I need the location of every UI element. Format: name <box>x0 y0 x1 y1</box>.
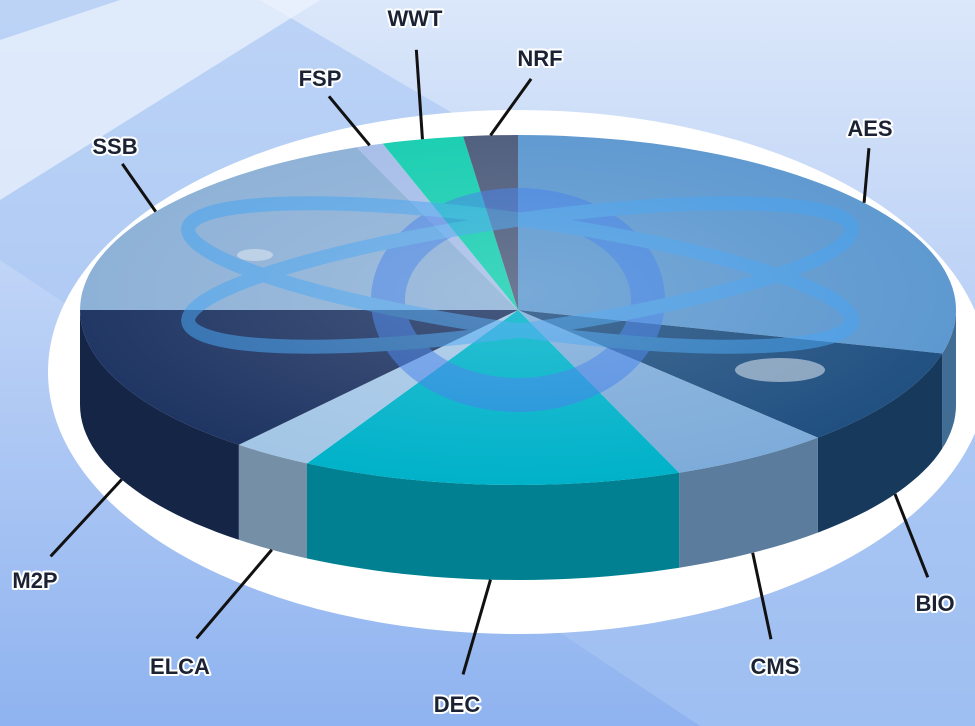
pie-side-shade <box>942 310 956 449</box>
pie-side-shade <box>80 310 239 540</box>
pie-side <box>942 310 956 449</box>
pie-side-shade <box>817 353 943 533</box>
leader-line <box>751 552 773 640</box>
pie-side <box>817 353 943 533</box>
pie-side <box>80 310 239 540</box>
slice-label: CMS <box>751 654 800 679</box>
slice-label: WWT <box>388 6 444 31</box>
slice-label: NRF <box>517 46 562 71</box>
pie-side-shade <box>238 444 307 559</box>
leader-line <box>862 148 871 203</box>
slice-label: BIO <box>915 591 954 616</box>
slice-label: FSP <box>299 66 342 91</box>
slice-label: ELCA <box>150 654 210 679</box>
leader-line <box>195 548 273 640</box>
background-band <box>0 0 320 200</box>
pie-shine <box>80 135 956 485</box>
leader-line <box>461 579 492 675</box>
pie-side-shade <box>307 463 680 580</box>
leader-line <box>327 95 371 147</box>
leader-line <box>489 77 533 137</box>
pie-sides <box>80 310 956 580</box>
leader-line <box>893 493 930 578</box>
leader-line <box>414 49 424 140</box>
leader-line <box>49 478 123 558</box>
slice-label: M2P <box>12 568 57 593</box>
slice-label: DEC <box>434 692 481 717</box>
pie-side <box>238 444 307 559</box>
pie-side-shade <box>679 437 818 568</box>
slice-label: AES <box>847 116 892 141</box>
leader-line <box>121 163 157 213</box>
labels: AES BIO CMS DEC ELCA M2P SSB FSP WWT NRF <box>10 4 956 719</box>
slice-label: SSB <box>92 134 137 159</box>
pie-side <box>679 437 818 568</box>
pie-side <box>307 463 680 580</box>
